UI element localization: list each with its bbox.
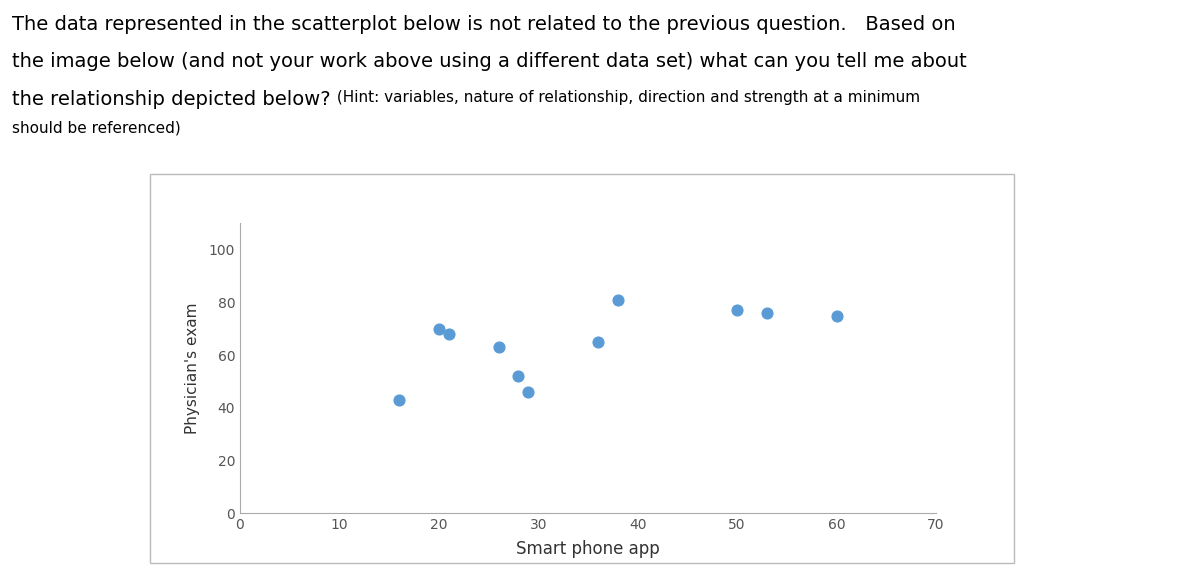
Point [509, 372, 528, 381]
Point [827, 311, 846, 320]
Y-axis label: Physician's exam: Physician's exam [186, 303, 200, 434]
Text: the relationship depicted below?: the relationship depicted below? [12, 90, 331, 109]
Text: The data represented in the scatterplot below is not related to the previous que: The data represented in the scatterplot … [12, 14, 955, 34]
Point [727, 306, 746, 315]
Point [588, 338, 607, 347]
Text: the image below (and not your work above using a different data set) what can yo: the image below (and not your work above… [12, 52, 967, 71]
Text: should be referenced): should be referenced) [12, 120, 181, 135]
Point [488, 343, 508, 352]
Point [608, 295, 628, 305]
Point [430, 324, 449, 334]
Point [390, 396, 409, 405]
Point [439, 329, 458, 339]
X-axis label: Smart phone app: Smart phone app [516, 541, 660, 559]
Point [518, 387, 538, 397]
Point [757, 309, 776, 318]
Text: (Hint: variables, nature of relationship, direction and strength at a minimum: (Hint: variables, nature of relationship… [332, 90, 920, 105]
